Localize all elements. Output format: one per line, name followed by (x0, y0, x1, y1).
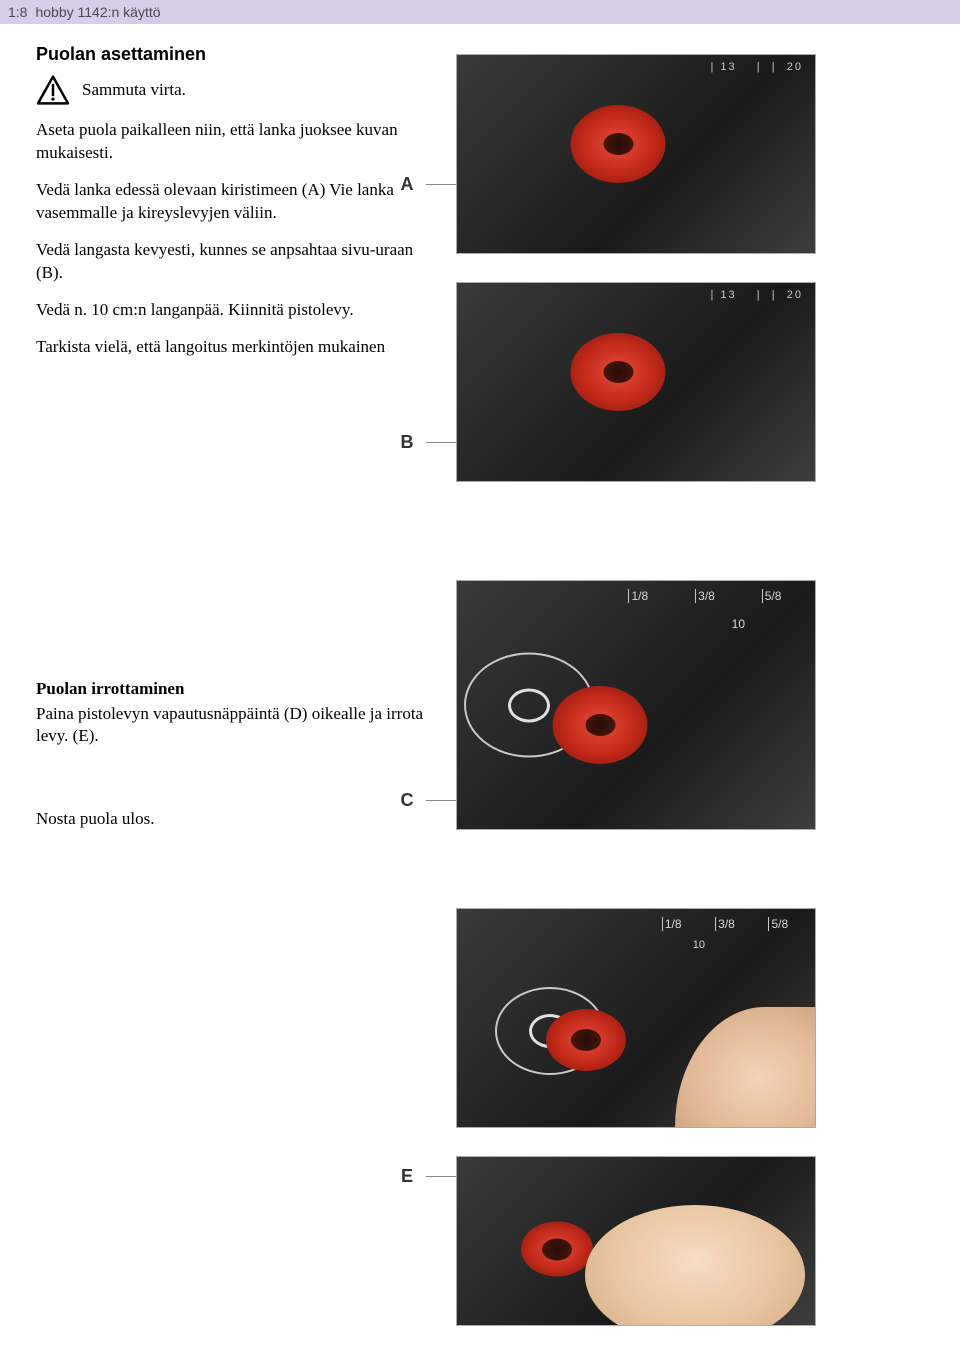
photo-b-bobbin (571, 333, 666, 411)
image-column: A | 13 | | 20 B | 13 | | 20 C (456, 44, 924, 1326)
figure-a-wrap: A | 13 | | 20 (456, 54, 816, 254)
warning-text: Sammuta virta. (82, 79, 186, 102)
photo-e-bobbin (521, 1222, 593, 1277)
ruler-mark-3: 5/8 (762, 589, 782, 603)
photo-d: 1/8 3/8 5/8 10 D (456, 908, 816, 1128)
section2-title: Puolan irrottaminen (36, 679, 436, 699)
photo-d-ruler: 1/8 3/8 5/8 (645, 917, 805, 957)
ruler-d-1: 1/8 (662, 917, 682, 931)
photo-e-finger (585, 1205, 805, 1326)
label-b-group: B (396, 432, 456, 453)
section1-p5: Tarkista vielä, että langoitus merkintöj… (36, 336, 436, 359)
photo-b: | 13 | | 20 (456, 282, 816, 482)
label-e-group: E (396, 1166, 456, 1187)
section1-p2: Vedä lanka edessä olevaan kiristimeen (A… (36, 179, 436, 225)
figure-c-wrap: C 1/8 3/8 5/8 10 (456, 580, 816, 830)
section2-p1: Paina pistolevyn vapautusnäppäintä (D) o… (36, 703, 436, 749)
label-a: A (396, 174, 418, 195)
label-a-line (426, 184, 456, 185)
label-c-group: C (396, 790, 456, 811)
section2: Puolan irrottaminen Paina pistolevyn vap… (36, 679, 436, 832)
photo-c: 1/8 3/8 5/8 10 (456, 580, 816, 830)
photo-e (456, 1156, 816, 1326)
photo-a-ticks: | 13 | | 20 (710, 61, 803, 73)
photo-d-finger (675, 1007, 815, 1127)
warning-icon (36, 75, 70, 105)
label-a-group: A (396, 174, 456, 195)
section1-title: Puolan asettaminen (36, 44, 436, 65)
photo-d-bobbin (546, 1009, 626, 1071)
figure-b-wrap: B | 13 | | 20 (456, 282, 816, 482)
figure-e-wrap: E (456, 1156, 816, 1326)
label-e: E (396, 1166, 418, 1187)
ruler-d-3: 5/8 (768, 917, 788, 931)
photo-a: | 13 | | 20 (456, 54, 816, 254)
section1-p1: Aseta puola paikalleen niin, että lanka … (36, 119, 436, 165)
header-title: hobby 1142:n käyttö (35, 4, 160, 20)
photo-c-bobbin (553, 686, 648, 764)
figure-d-wrap: 1/8 3/8 5/8 10 D (456, 908, 816, 1128)
photo-a-bobbin (571, 105, 666, 183)
ruler-d-10: 10 (693, 939, 705, 951)
section1-p3: Vedä langasta kevyesti, kunnes se anpsah… (36, 239, 436, 285)
photo-b-ticks: | 13 | | 20 (710, 289, 803, 301)
ruler-d-2: 3/8 (715, 917, 735, 931)
label-e-line (426, 1176, 456, 1177)
warning-row: Sammuta virta. (36, 75, 436, 105)
page-number: 1:8 (8, 4, 27, 20)
text-column: Puolan asettaminen Sammuta virta. Aseta … (36, 44, 436, 1326)
section1-p4: Vedä n. 10 cm:n langanpää. Kiinnitä pist… (36, 299, 436, 322)
ruler-mark-10: 10 (732, 617, 745, 631)
photo-c-ruler: 1/8 3/8 5/8 (605, 589, 805, 629)
label-b-line (426, 442, 456, 443)
label-b: B (396, 432, 418, 453)
page-header: 1:8 hobby 1142:n käyttö (0, 0, 960, 24)
ruler-mark-2: 3/8 (695, 589, 715, 603)
label-c-line (426, 800, 456, 801)
ruler-mark-1: 1/8 (628, 589, 648, 603)
label-c: C (396, 790, 418, 811)
section2-p2: Nosta puola ulos. (36, 808, 436, 831)
page-content: Puolan asettaminen Sammuta virta. Aseta … (0, 24, 960, 1346)
